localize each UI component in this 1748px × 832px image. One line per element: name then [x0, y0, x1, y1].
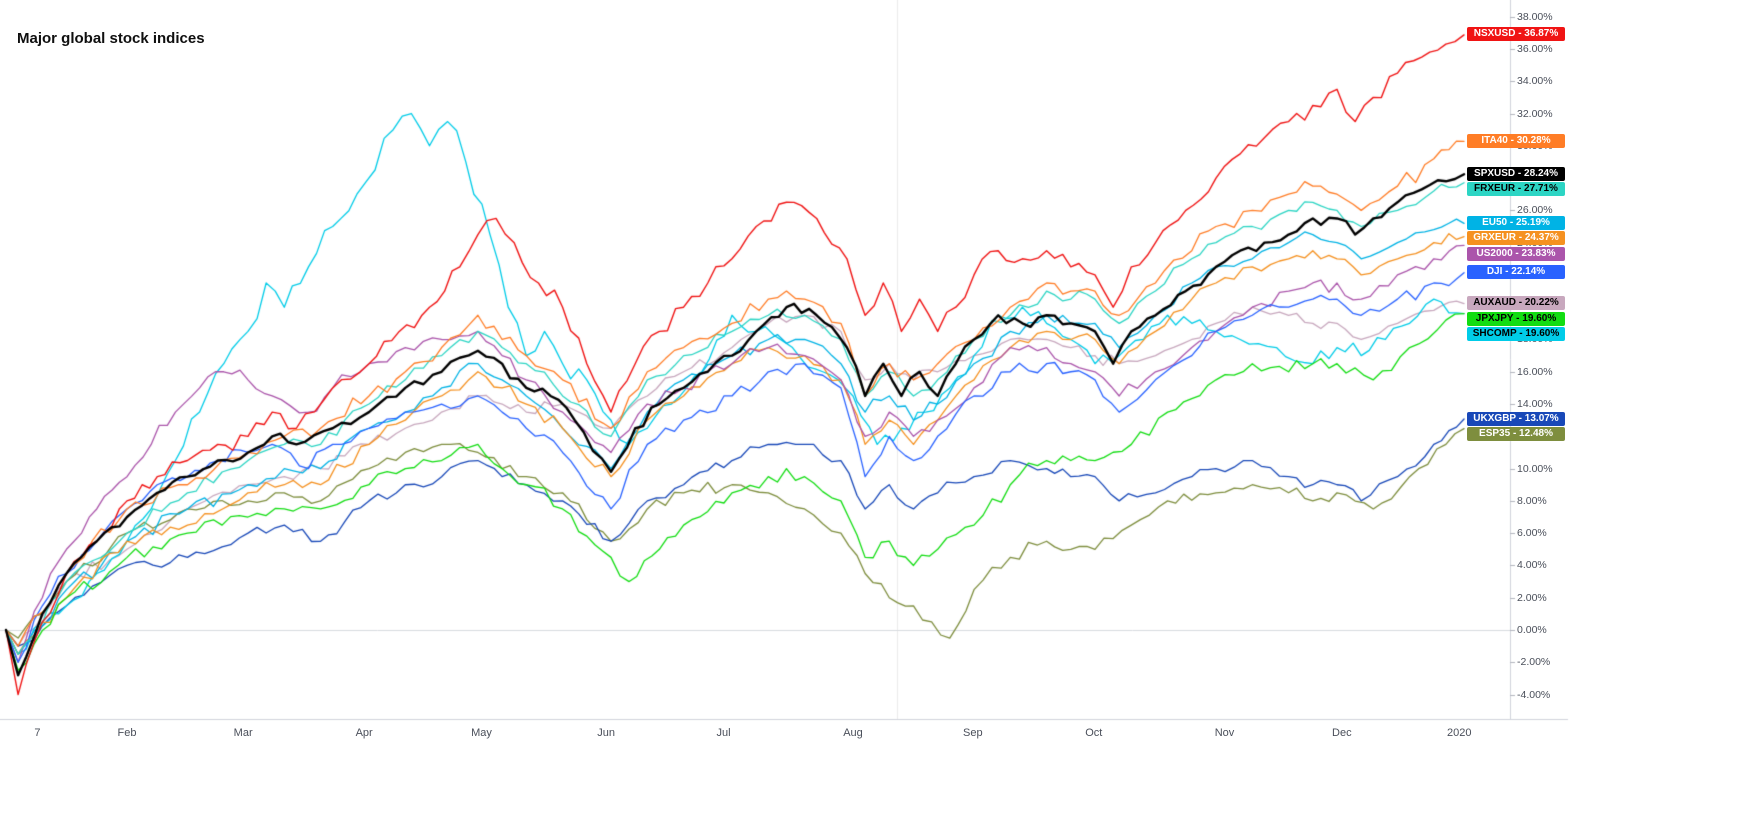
y-axis-tick: 26.00%	[1517, 204, 1553, 217]
series-label-DJI[interactable]: DJI - 22.14%	[1467, 265, 1565, 280]
series-label-JPXJPY[interactable]: JPXJPY - 19.60%	[1467, 311, 1565, 326]
x-axis-tick: Jun	[597, 727, 616, 739]
x-axis-tick: Oct	[1085, 727, 1103, 739]
y-axis-tick: -4.00%	[1517, 688, 1551, 701]
y-axis-tick: 36.00%	[1517, 42, 1553, 55]
x-axis-tick: Sep	[962, 727, 983, 739]
y-axis-tick: 6.00%	[1517, 527, 1547, 540]
x-axis-tick: 2020	[1446, 727, 1472, 739]
series-label-GRXEUR[interactable]: GRXEUR - 24.37%	[1467, 231, 1565, 246]
y-axis-tick: 8.00%	[1517, 494, 1547, 507]
series-label-SHCOMP[interactable]: SHCOMP - 19.60%	[1467, 327, 1565, 342]
x-axis-tick: Feb	[117, 727, 137, 739]
series-label-EU50[interactable]: EU50 - 25.19%	[1467, 215, 1565, 230]
x-axis-tick: Aug	[843, 727, 863, 739]
y-axis-tick: 14.00%	[1517, 398, 1553, 411]
y-axis-tick: 16.00%	[1517, 365, 1553, 378]
series-label-UKXGBP[interactable]: UKXGBP - 13.07%	[1467, 411, 1565, 426]
series-label-NSXUSD[interactable]: NSXUSD - 36.87%	[1467, 27, 1565, 42]
series-label-ITA40[interactable]: ITA40 - 30.28%	[1467, 133, 1565, 148]
x-axis-tick: 7	[34, 727, 41, 739]
series-label-FRXEUR[interactable]: FRXEUR - 27.71%	[1467, 182, 1565, 197]
y-axis-tick: 34.00%	[1517, 75, 1553, 88]
y-axis-tick: 2.00%	[1517, 591, 1547, 604]
x-axis-tick: Dec	[1332, 727, 1352, 739]
y-axis-tick: 4.00%	[1517, 559, 1547, 572]
x-axis-tick: Apr	[355, 727, 373, 739]
x-axis-tick: Nov	[1214, 727, 1235, 739]
series-label-US2000[interactable]: US2000 - 23.83%	[1467, 246, 1565, 261]
y-axis-tick: -2.00%	[1517, 656, 1551, 669]
series-label-AUXAUD[interactable]: AUXAUD - 20.22%	[1467, 296, 1565, 311]
x-axis-tick: Jul	[716, 727, 731, 739]
x-axis-tick: Mar	[233, 727, 253, 739]
y-axis-tick: 38.00%	[1517, 10, 1553, 23]
series-label-ESP35[interactable]: ESP35 - 12.48%	[1467, 427, 1565, 442]
y-axis-tick: 32.00%	[1517, 107, 1553, 120]
x-axis-tick: May	[471, 727, 492, 739]
series-label-SPXUSD[interactable]: SPXUSD - 28.24%	[1467, 166, 1565, 181]
y-axis-tick: 10.00%	[1517, 462, 1553, 475]
chart-title: Major global stock indices	[17, 30, 205, 47]
y-axis-tick: 0.00%	[1517, 624, 1547, 636]
